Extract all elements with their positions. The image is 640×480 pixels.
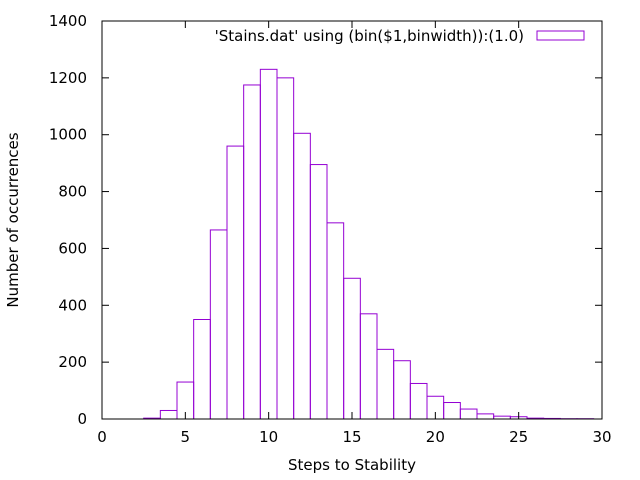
tick-label-group: 0 5 10 15 20 25 30 0 200 400 600 800 1000 1200 1400 xyxy=(49,12,612,446)
histogram-bar xyxy=(376,348,395,420)
bar-group xyxy=(143,68,595,420)
histogram-bar xyxy=(276,77,295,420)
histogram-bar xyxy=(293,132,311,420)
x-tick-label: 15 xyxy=(342,428,361,446)
y-tick-label: 600 xyxy=(58,239,87,257)
x-tick-label: 10 xyxy=(259,428,278,446)
legend-swatch xyxy=(536,30,585,41)
histogram-bar xyxy=(259,68,278,420)
y-axis-label: Number of occurrences xyxy=(4,132,22,307)
histogram-bar xyxy=(443,402,461,420)
histogram-bar xyxy=(476,413,495,420)
histogram-bar xyxy=(326,222,345,420)
y-tick-label: 400 xyxy=(58,296,87,314)
histogram-bar xyxy=(193,319,211,420)
x-axis-label: Steps to Stability xyxy=(288,456,416,474)
y-tick-label: 800 xyxy=(58,183,87,201)
legend-label: 'Stains.dat' using (bin($1,binwidth)):(1… xyxy=(215,27,524,45)
histogram-bar xyxy=(209,229,228,420)
x-tick-label: 30 xyxy=(592,428,611,446)
histogram-bar xyxy=(243,84,261,420)
y-tick-label: 0 xyxy=(77,410,87,428)
histogram-bar xyxy=(459,408,478,420)
tick-group xyxy=(101,20,603,420)
histogram-bar xyxy=(409,382,428,420)
histogram-bar xyxy=(393,360,411,420)
histogram-bar xyxy=(159,409,178,420)
y-tick-label: 1200 xyxy=(49,69,87,87)
histogram-bar xyxy=(359,313,378,420)
histogram-bar xyxy=(343,277,361,420)
histogram-bar xyxy=(309,164,328,420)
y-tick-label: 1400 xyxy=(49,12,87,30)
x-tick-label: 20 xyxy=(426,428,445,446)
y-tick-label: 200 xyxy=(58,353,87,371)
x-tick-label: 5 xyxy=(181,428,191,446)
plot-frame xyxy=(101,20,603,420)
x-tick-label: 0 xyxy=(97,428,107,446)
histogram-bar xyxy=(226,145,245,420)
y-tick-label: 1000 xyxy=(49,126,87,144)
legend: 'Stains.dat' using (bin($1,binwidth)):(1… xyxy=(215,27,585,45)
x-tick-label: 25 xyxy=(509,428,528,446)
